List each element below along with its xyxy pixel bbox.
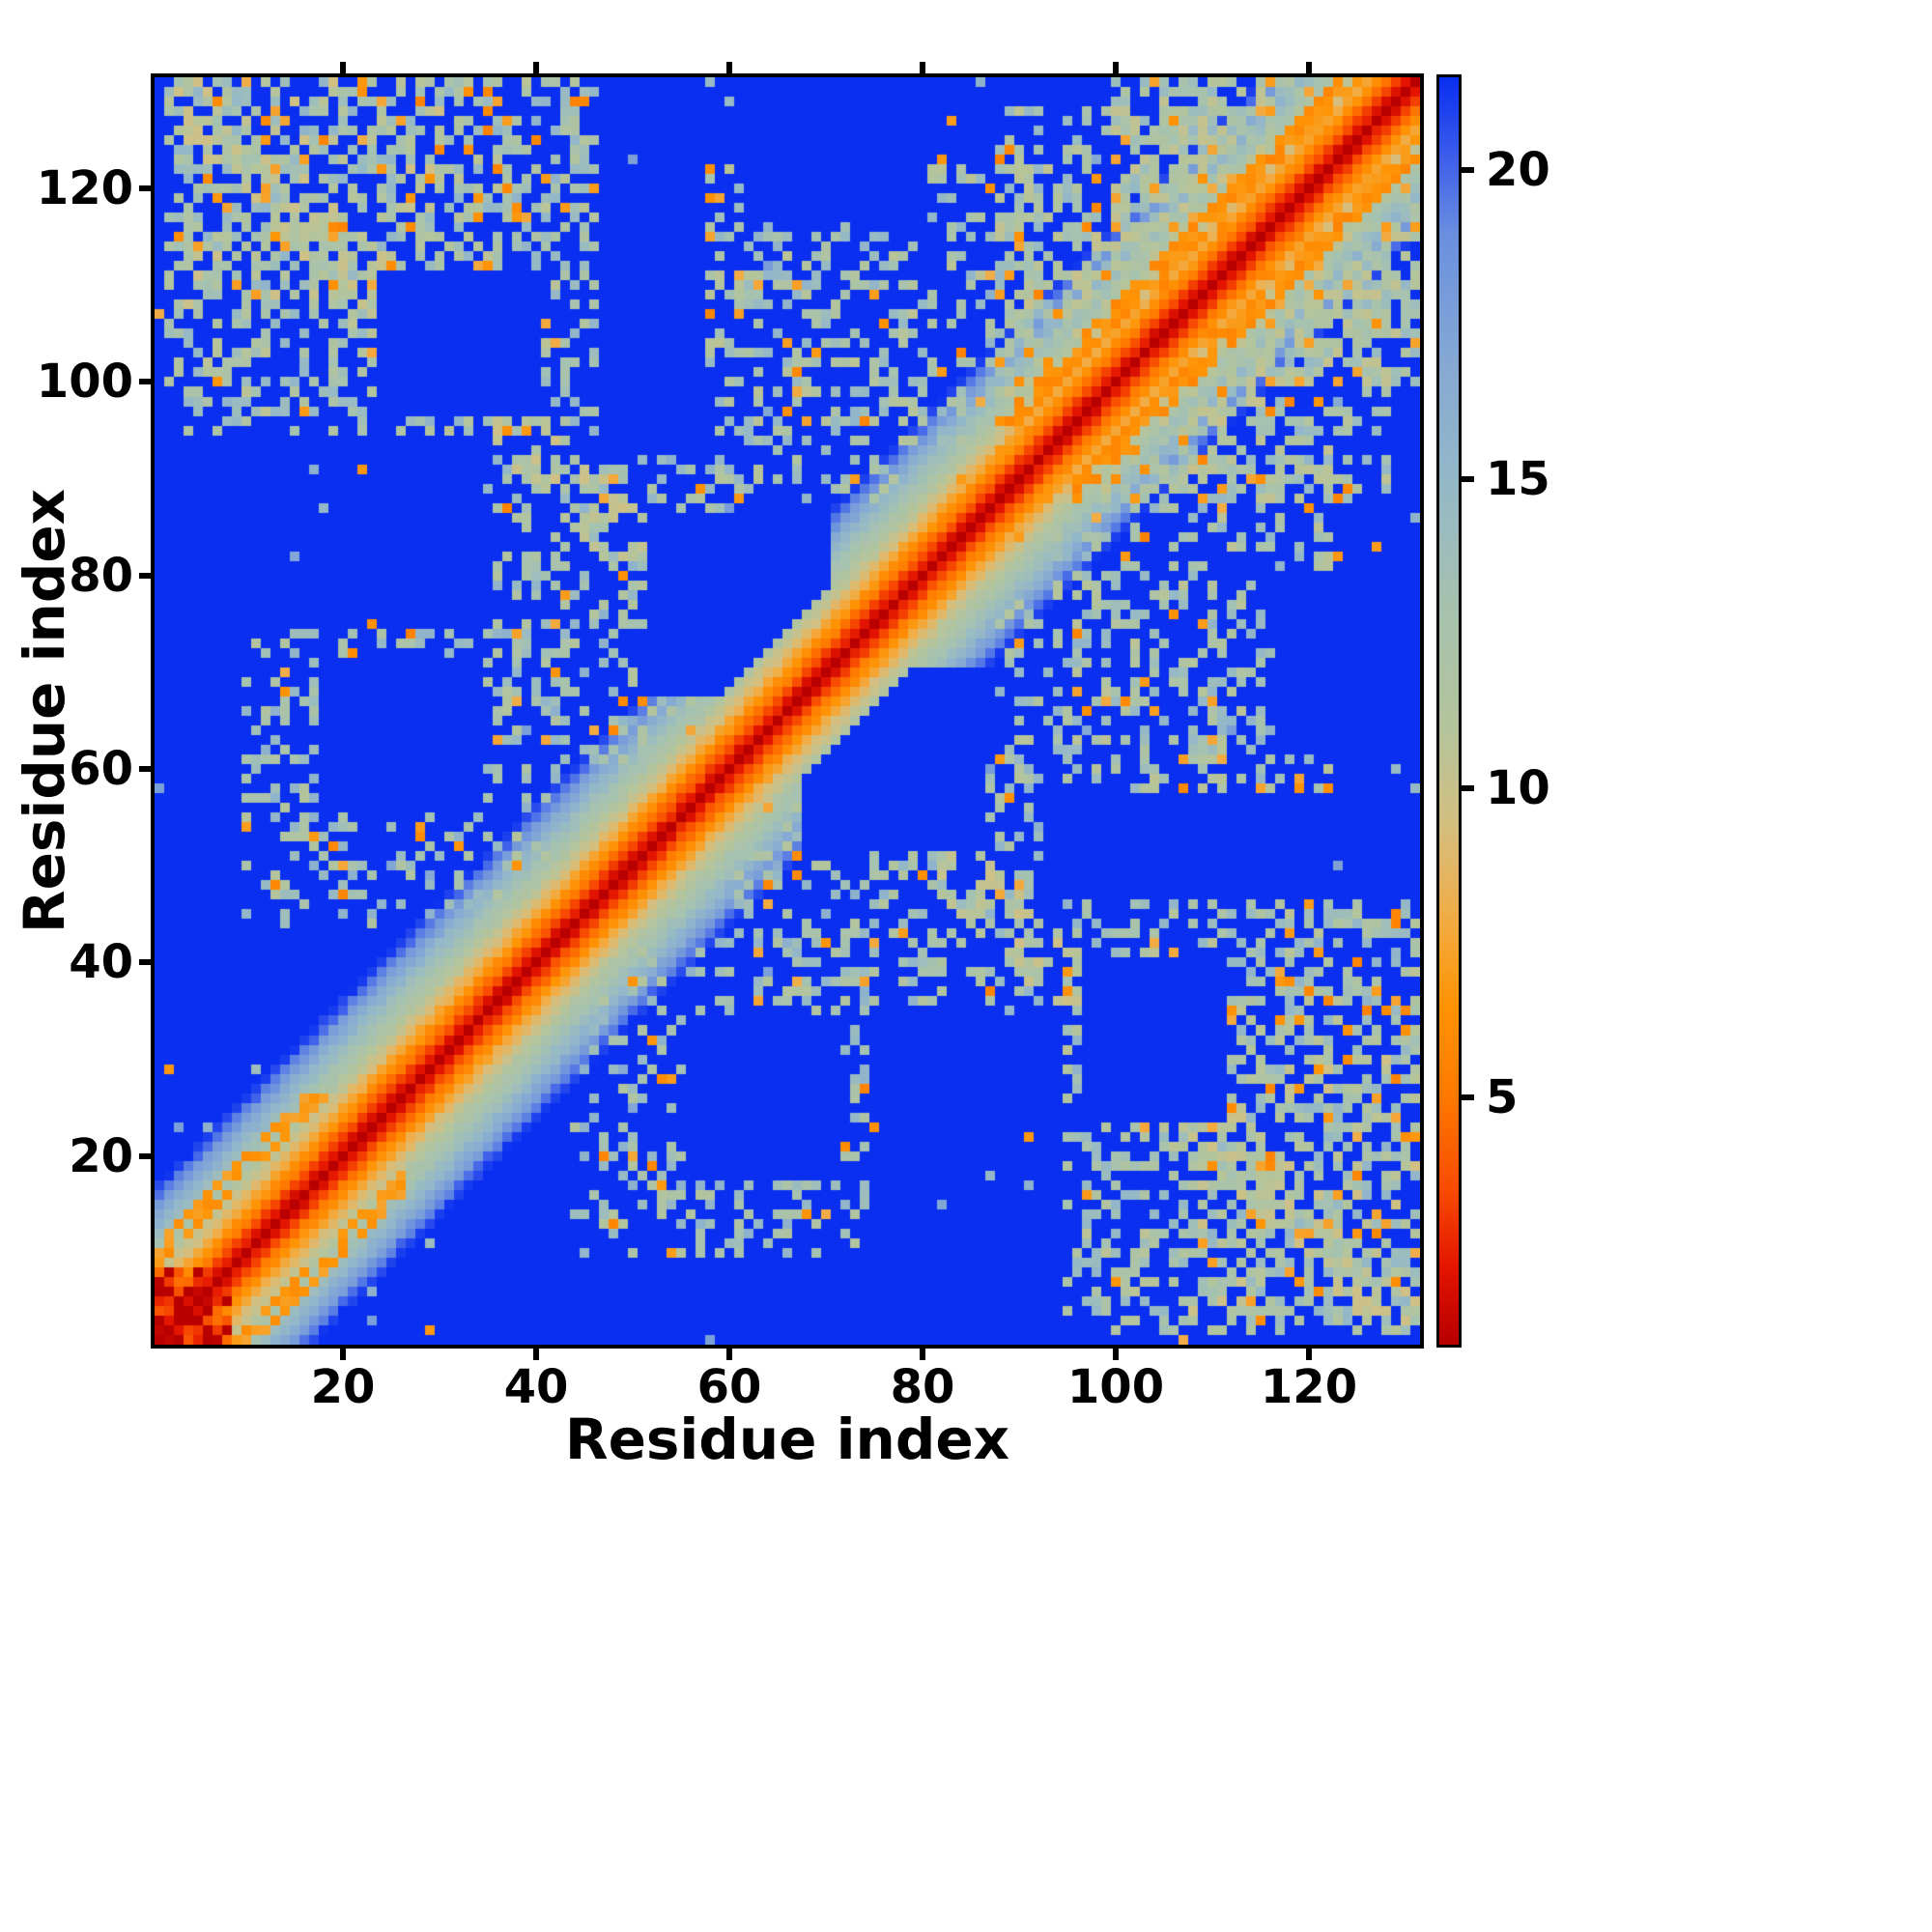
x-tick-mark — [533, 1345, 539, 1360]
colorbar-tick-mark — [1459, 1094, 1474, 1100]
colorbar-tick-mark — [1459, 785, 1474, 791]
colorbar-tick-label: 15 — [1486, 452, 1550, 506]
y-tick-label: 120 — [36, 161, 133, 216]
x-tick-mark — [1113, 62, 1119, 77]
y-tick-label: 20 — [69, 1128, 133, 1183]
y-tick-label: 60 — [69, 742, 133, 797]
x-tick-mark — [533, 62, 539, 77]
x-tick-mark — [340, 62, 346, 77]
x-tick-label: 100 — [1066, 1360, 1165, 1414]
x-axis-label: Residue index — [564, 1406, 1010, 1472]
y-tick-mark — [139, 766, 155, 773]
colorbar-tick-label: 20 — [1486, 143, 1550, 197]
y-tick-mark — [139, 959, 155, 966]
y-tick-mark — [139, 379, 155, 385]
y-tick-label: 100 — [36, 355, 133, 410]
heatmap-canvas — [155, 77, 1420, 1345]
x-tick-label: 20 — [310, 1360, 376, 1414]
colorbar-canvas — [1439, 77, 1459, 1345]
x-tick-mark — [726, 1345, 732, 1360]
x-tick-mark — [1306, 1345, 1312, 1360]
x-tick-label: 60 — [696, 1360, 762, 1414]
x-tick-label: 40 — [503, 1360, 569, 1414]
x-tick-mark — [726, 62, 732, 77]
colorbar-tick-label: 10 — [1486, 761, 1550, 815]
colorbar-tick-mark — [1459, 167, 1474, 173]
y-tick-label: 40 — [69, 935, 133, 990]
y-tick-mark — [139, 572, 155, 579]
x-tick-mark — [920, 1345, 925, 1360]
colorbar-tick-label: 5 — [1486, 1070, 1519, 1124]
x-tick-mark — [920, 62, 925, 77]
y-tick-label: 80 — [69, 548, 133, 603]
x-tick-mark — [1306, 62, 1312, 77]
x-tick-label: 120 — [1260, 1360, 1358, 1414]
y-tick-mark — [139, 1152, 155, 1159]
x-tick-mark — [1113, 1345, 1119, 1360]
x-tick-mark — [340, 1345, 346, 1360]
y-tick-mark — [139, 185, 155, 192]
x-tick-label: 80 — [890, 1360, 955, 1414]
colorbar-tick-mark — [1459, 476, 1474, 482]
